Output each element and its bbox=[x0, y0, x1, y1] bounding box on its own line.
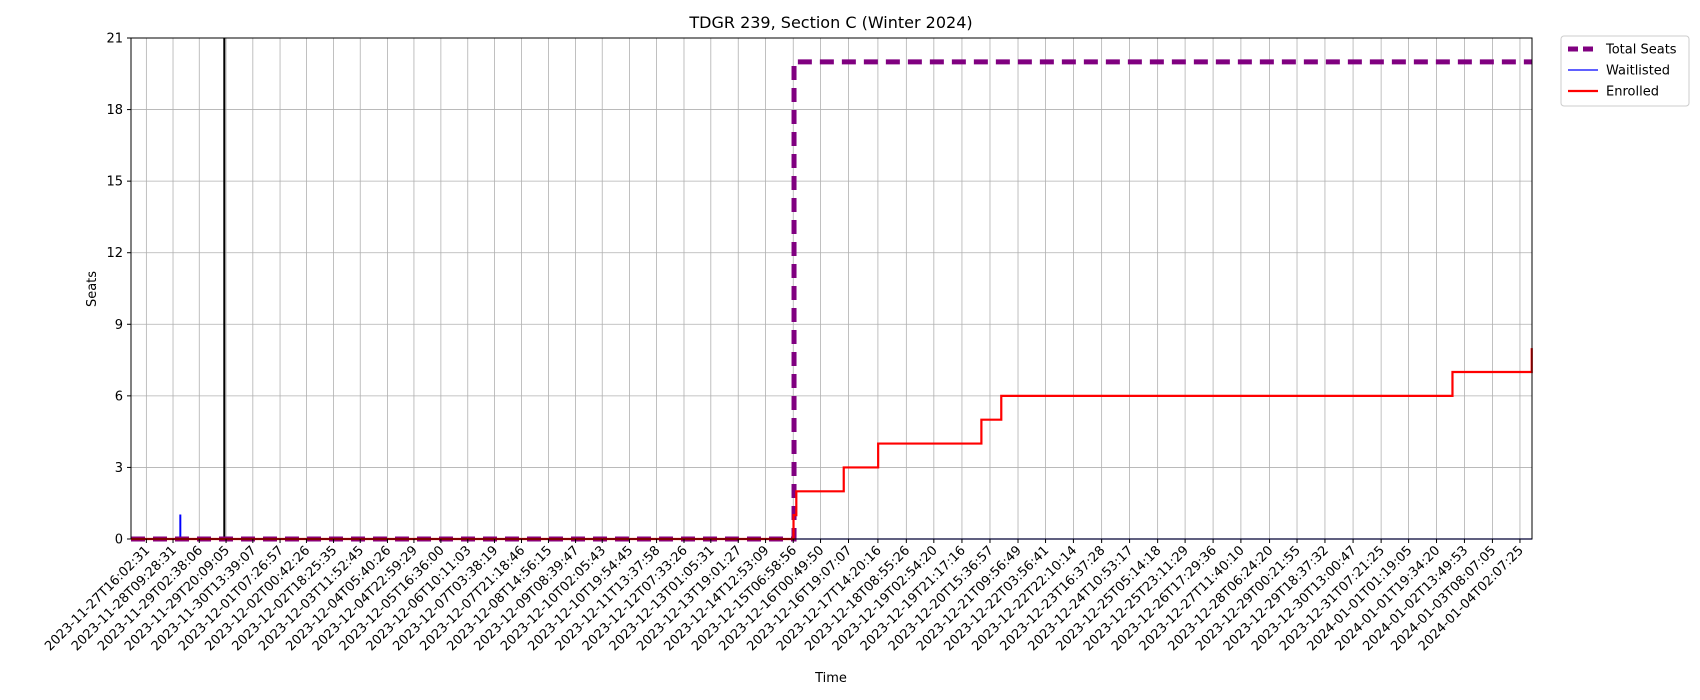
y-tick-label: 6 bbox=[115, 389, 123, 404]
y-axis-label: Seats bbox=[85, 271, 100, 307]
legend-box bbox=[1560, 35, 1690, 107]
legend-label-waitlisted: Waitlisted bbox=[1606, 64, 1670, 79]
y-tick-label: 18 bbox=[106, 103, 123, 118]
y-ticks: 0 3 6 9 12 15 18 21 bbox=[106, 32, 131, 548]
legend-label-enrolled: Enrolled bbox=[1606, 85, 1659, 100]
y-tick-label: 3 bbox=[115, 461, 123, 476]
grid bbox=[131, 37, 1532, 540]
legend-label-total-seats: Total Seats bbox=[1605, 43, 1677, 58]
legend: Total Seats Waitlisted Enrolled bbox=[1560, 35, 1690, 107]
y-tick-label: 21 bbox=[106, 32, 123, 47]
y-tick-label: 15 bbox=[106, 175, 123, 190]
series-line-waitlisted bbox=[131, 514, 1532, 540]
chart-title: TDGR 239, Section C (Winter 2024) bbox=[688, 13, 972, 32]
series-line-enrolled bbox=[131, 348, 1533, 541]
y-tick-label: 12 bbox=[106, 246, 123, 261]
y-tick-label: 0 bbox=[115, 533, 123, 548]
x-axis-label: Time bbox=[814, 671, 847, 686]
x-ticks: 2023-11-27T16:02:312023-11-28T09:28:3120… bbox=[42, 539, 1527, 654]
y-tick-label: 9 bbox=[115, 318, 123, 333]
plot-frame bbox=[130, 37, 1533, 540]
